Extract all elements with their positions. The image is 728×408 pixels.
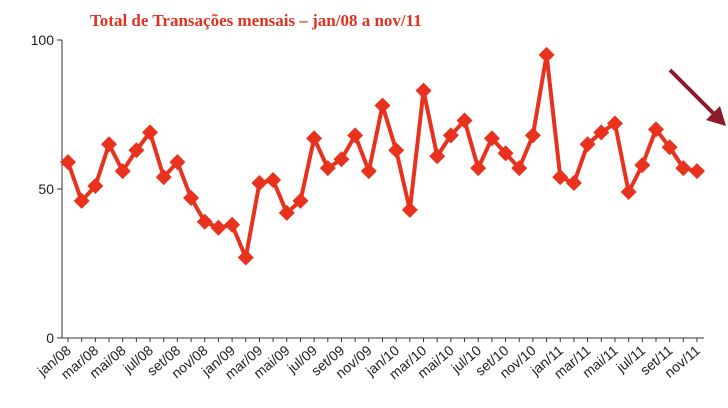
marker (196, 213, 213, 230)
y-tick-label: 0 (46, 330, 54, 346)
marker (634, 157, 651, 174)
marker (237, 249, 254, 266)
marker (360, 163, 377, 180)
marker (565, 175, 582, 192)
marker (415, 82, 432, 99)
marker (73, 192, 90, 209)
arrow (668, 68, 720, 120)
marker (647, 121, 664, 138)
marker (265, 172, 282, 189)
marker (251, 175, 268, 192)
marker (101, 136, 118, 153)
marker (579, 136, 596, 153)
marker (87, 178, 104, 195)
marker (114, 163, 131, 180)
marker (470, 160, 487, 177)
marker (552, 169, 569, 186)
marker (210, 219, 227, 236)
marker (374, 97, 391, 114)
marker (429, 148, 446, 165)
line (66, 52, 698, 260)
marker (292, 192, 309, 209)
marker (333, 151, 350, 168)
marker (128, 142, 145, 159)
marker (538, 46, 555, 63)
marker (319, 160, 336, 177)
marker (620, 183, 637, 200)
marker (169, 154, 186, 171)
marker (347, 127, 364, 144)
marker (183, 189, 200, 206)
y-tick-label: 100 (31, 32, 55, 48)
marker (388, 142, 405, 159)
marker (306, 130, 323, 147)
marker (278, 204, 295, 221)
arrow-head (706, 106, 726, 126)
marker (511, 160, 528, 177)
marker (442, 127, 459, 144)
marker (661, 139, 678, 156)
marker (483, 130, 500, 147)
marker (456, 112, 473, 129)
marker (524, 127, 541, 144)
y-tick-label: 50 (38, 181, 54, 197)
marker (689, 163, 705, 180)
marker (606, 115, 623, 132)
marker (593, 124, 610, 141)
marker (155, 169, 172, 186)
marker (497, 145, 514, 162)
chart-title: Total de Transações mensais – jan/08 a n… (90, 11, 422, 30)
marker (224, 216, 241, 233)
marker (142, 124, 159, 141)
marker (60, 154, 76, 171)
marker (401, 201, 418, 218)
marker (675, 160, 692, 177)
